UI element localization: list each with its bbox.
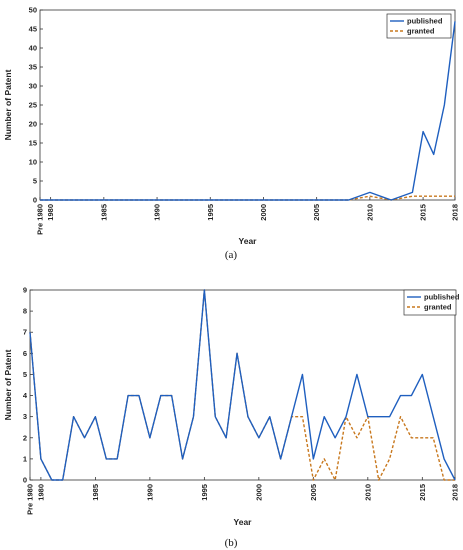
y-axis-title-0: Number of Patent <box>3 69 13 140</box>
y-tick-label-0-50: 50 <box>29 6 37 15</box>
y-tick-label-0-40: 40 <box>29 44 37 53</box>
y-tick-label-1-5: 5 <box>23 370 27 379</box>
x-tick-label-0-1980: 1980 <box>46 204 55 221</box>
plot-frame-1 <box>29 289 456 481</box>
y-axis-title-1: Number of Patent <box>3 349 13 420</box>
x-tick-label-1-2018: 2018 <box>451 484 460 501</box>
x-tick-label-1-1980: 1980 <box>36 484 45 501</box>
panel-label-0: (a) <box>225 249 238 261</box>
x-tick-label-0-2015: 2015 <box>419 204 428 221</box>
y-tick-label-1-1: 1 <box>23 454 27 463</box>
x-tick-label-0-2000: 2000 <box>259 204 268 221</box>
legend-label-1-granted: granted <box>424 303 452 312</box>
legend-label-0-granted: granted <box>407 27 435 36</box>
x-tick-label-1-1990: 1990 <box>145 484 154 501</box>
series-line-0-published <box>40 21 456 201</box>
y-tick-label-1-3: 3 <box>23 412 27 421</box>
legend-label-0-published: published <box>407 17 443 26</box>
y-tick-label-0-20: 20 <box>29 120 37 129</box>
y-tick-label-1-4: 4 <box>23 391 28 400</box>
x-tick-label-0-1990: 1990 <box>153 204 162 221</box>
x-tick-label-1-1995: 1995 <box>200 484 209 501</box>
y-tick-label-0-5: 5 <box>33 177 37 186</box>
x-tick-label-0-1985: 1985 <box>99 204 108 221</box>
y-tick-label-0-25: 25 <box>29 101 37 110</box>
y-tick-label-1-0: 0 <box>23 476 27 485</box>
y-tick-label-1-6: 6 <box>23 349 27 358</box>
x-tick-label-1-2010: 2010 <box>363 484 372 501</box>
y-tick-label-0-45: 45 <box>29 25 37 34</box>
x-tick-label-1-2000: 2000 <box>254 484 263 501</box>
y-tick-label-0-15: 15 <box>29 139 37 148</box>
series-line-1-published <box>29 289 456 481</box>
y-tick-label-0-10: 10 <box>29 158 37 167</box>
x-tick-label-0-2018: 2018 <box>451 204 460 221</box>
panel-label-1: (b) <box>225 537 238 549</box>
y-tick-label-1-8: 8 <box>23 307 27 316</box>
x-tick-label-0-Pre 1980: Pre 1980 <box>36 204 45 235</box>
x-tick-label-0-2005: 2005 <box>312 204 321 221</box>
x-axis-title-0: Year <box>239 236 258 246</box>
legend-box-0 <box>386 13 452 39</box>
x-tick-label-1-2015: 2015 <box>418 484 427 501</box>
y-tick-label-0-30: 30 <box>29 82 37 91</box>
y-tick-label-1-2: 2 <box>23 433 27 442</box>
y-tick-label-1-9: 9 <box>23 286 27 295</box>
y-tick-label-0-35: 35 <box>29 63 37 72</box>
legend-label-1-published: published <box>424 293 460 302</box>
y-tick-label-0-0: 0 <box>33 196 37 205</box>
x-tick-label-0-2010: 2010 <box>365 204 374 221</box>
x-tick-label-1-Pre 1980: Pre 1980 <box>26 484 35 515</box>
plot-frame-0 <box>39 9 456 201</box>
y-tick-label-1-7: 7 <box>23 328 27 337</box>
x-tick-label-0-1995: 1995 <box>206 204 215 221</box>
x-tick-label-1-1985: 1985 <box>91 484 100 501</box>
legend-box-1 <box>403 289 457 316</box>
x-axis-title-1: Year <box>234 517 253 527</box>
x-tick-label-1-2005: 2005 <box>309 484 318 501</box>
